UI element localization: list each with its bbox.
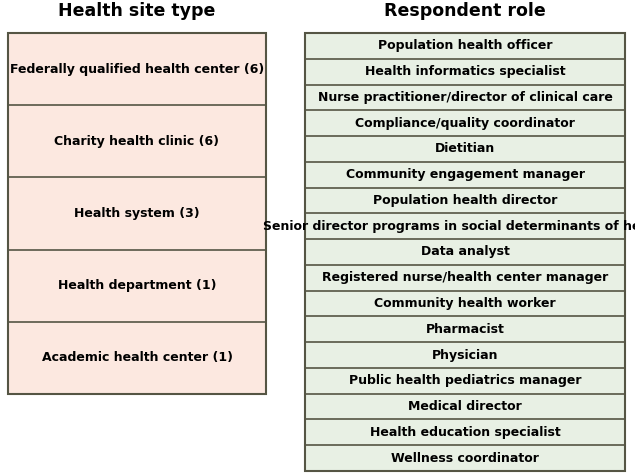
Text: Dietitian: Dietitian <box>435 142 495 156</box>
Text: Community engagement manager: Community engagement manager <box>345 168 584 181</box>
Text: Nurse practitioner/director of clinical care: Nurse practitioner/director of clinical … <box>318 91 612 104</box>
Text: Health informatics specialist: Health informatics specialist <box>364 65 565 78</box>
Text: Community health worker: Community health worker <box>374 297 556 310</box>
Text: Health site type: Health site type <box>58 2 216 20</box>
Bar <box>305 33 625 471</box>
Text: Data analyst: Data analyst <box>420 246 509 258</box>
Text: Medical director: Medical director <box>408 400 522 413</box>
Text: Health department (1): Health department (1) <box>58 279 217 292</box>
Text: Senior director programs in social determinants of health: Senior director programs in social deter… <box>262 220 635 233</box>
Text: Charity health clinic (6): Charity health clinic (6) <box>55 135 220 148</box>
Text: Wellness coordinator: Wellness coordinator <box>391 452 539 465</box>
Text: Population health officer: Population health officer <box>378 40 552 52</box>
Text: Health system (3): Health system (3) <box>74 207 200 220</box>
Text: Public health pediatrics manager: Public health pediatrics manager <box>349 374 581 387</box>
Text: Respondent role: Respondent role <box>384 2 546 20</box>
Text: Health education specialist: Health education specialist <box>370 426 560 439</box>
Text: Registered nurse/health center manager: Registered nurse/health center manager <box>322 271 608 284</box>
Text: Population health director: Population health director <box>373 194 557 207</box>
Text: Pharmacist: Pharmacist <box>425 323 504 336</box>
Bar <box>8 33 266 394</box>
Text: Physician: Physician <box>432 348 498 362</box>
Text: Academic health center (1): Academic health center (1) <box>41 351 232 365</box>
Text: Compliance/quality coordinator: Compliance/quality coordinator <box>355 117 575 129</box>
Text: Federally qualified health center (6): Federally qualified health center (6) <box>10 63 264 76</box>
